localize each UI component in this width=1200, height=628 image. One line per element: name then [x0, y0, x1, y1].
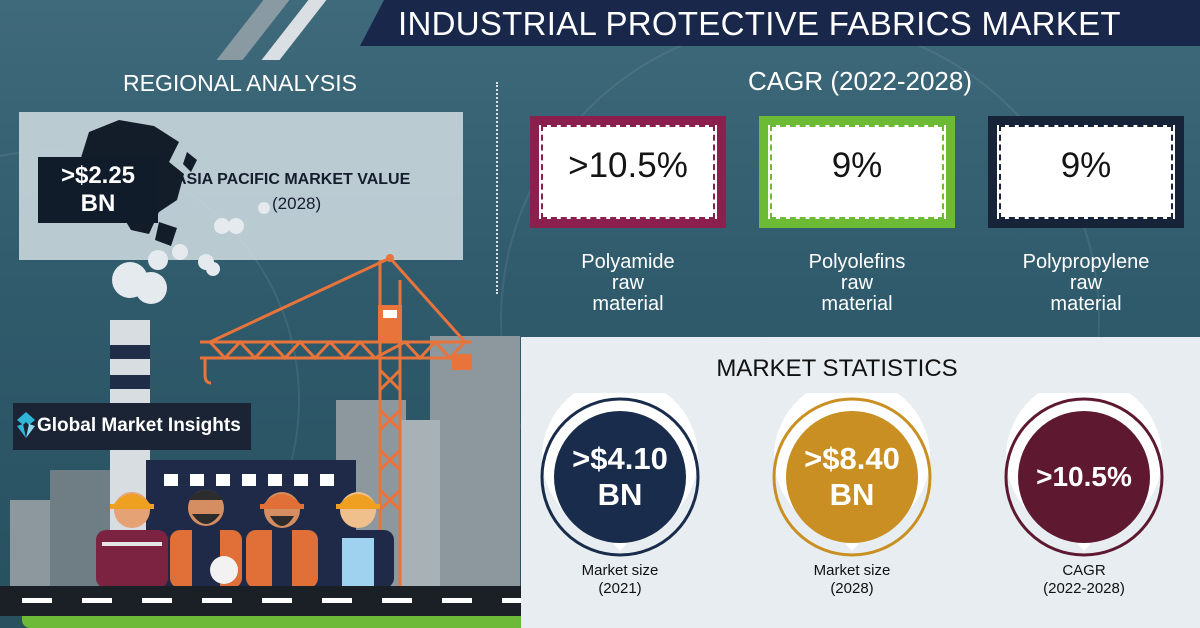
cagr-card-border [999, 125, 1173, 219]
cagr-card-polypropylene: 9% [988, 116, 1184, 228]
logo-icon [17, 412, 35, 438]
stat-value: >$4.10 [572, 441, 668, 476]
stat-caption: Market size [581, 562, 659, 579]
logo-text: Global Market Insights [37, 415, 241, 436]
cagr-card-polyolefins: 9% [759, 116, 955, 228]
stat-value-2028: >$8.40 BN [772, 441, 932, 513]
factory-window [294, 474, 308, 486]
cagr-label-polypropylene: Polypropylene raw material [988, 252, 1184, 315]
stat-value-unit: BN [597, 477, 643, 512]
cagr-card-polyamide: >10.5% [530, 116, 726, 228]
cagr-heading: CAGR (2022-2028) [748, 66, 972, 96]
stat-caption: Market size [813, 562, 891, 579]
stat-pin-2021 [540, 393, 700, 557]
road-lane-marking [262, 598, 292, 603]
stat-pin-2028 [772, 393, 932, 557]
smoke-puff [148, 250, 168, 270]
cagr-label-line: raw [1069, 272, 1103, 294]
road-lane-marking [502, 598, 532, 603]
smoke-puff [228, 218, 244, 234]
stat-value: >10.5% [1036, 461, 1132, 492]
road-lane-marking [22, 598, 52, 603]
road-lane-marking [322, 598, 352, 603]
road-lane-marking [382, 598, 412, 603]
smoke-puff [258, 202, 270, 214]
stat-value: >$8.40 [804, 441, 900, 476]
logo-box [13, 403, 251, 450]
region-label: ASIA PACIFIC MARKET VALUE [175, 171, 411, 188]
cagr-card-border [541, 125, 715, 219]
cagr-label-line: raw [611, 272, 645, 294]
chimney-band [110, 375, 150, 389]
smoke-puff [206, 262, 220, 276]
road-lane-marking [202, 598, 232, 603]
building [10, 500, 50, 590]
smoke-puff [172, 244, 188, 260]
cagr-label-polyolefins: Polyolefins raw material [759, 252, 955, 315]
cagr-label-line: material [1050, 293, 1122, 315]
cagr-value: 9% [1060, 146, 1112, 185]
worker-figure [96, 492, 168, 588]
chimney-band [110, 345, 150, 359]
smoke-puff [135, 272, 167, 304]
cagr-card-border [770, 125, 944, 219]
regional-heading: REGIONAL ANALYSIS [123, 70, 357, 96]
factory-window [320, 474, 334, 486]
factory-window [164, 474, 178, 486]
worker-figure [170, 490, 242, 588]
stat-pin-cagr [1004, 393, 1164, 557]
stat-caption-year: (2021) [598, 580, 642, 597]
stat-caption-2021: Market size (2021) [540, 562, 700, 598]
cagr-label-line: material [592, 293, 664, 315]
stat-caption-2028: Market size (2028) [772, 562, 932, 598]
cagr-label-line: material [821, 293, 893, 315]
factory-window [242, 474, 256, 486]
road-lane-marking [142, 598, 172, 603]
crane-icon [200, 254, 472, 590]
cagr-value: 9% [831, 146, 883, 185]
stat-caption: CAGR [1062, 562, 1106, 579]
road-lane-marking [442, 598, 472, 603]
region-value-unit: BN [80, 190, 116, 217]
building [430, 336, 520, 590]
region-year: (2028) [272, 194, 322, 213]
cagr-label-polyamide: Polyamide raw material [530, 252, 726, 315]
worker-figure [322, 492, 394, 588]
stat-caption-cagr: CAGR (2022-2028) [1004, 562, 1164, 598]
region-value-badge: >$2.25 BN [38, 157, 158, 223]
stat-value-cagr: >10.5% [1004, 459, 1164, 495]
cagr-value: >10.5% [568, 146, 688, 185]
road-lane-marking [82, 598, 112, 603]
factory-window [216, 474, 230, 486]
grass-strip [22, 616, 534, 628]
worker-figure [246, 492, 318, 588]
region-value: >$2.25 [60, 162, 136, 189]
stat-caption-year: (2022-2028) [1043, 580, 1125, 597]
cagr-label-line: raw [840, 272, 874, 294]
factory-window [268, 474, 282, 486]
cagr-label-line: Polyamide [581, 251, 675, 273]
smoke-puff [214, 218, 230, 234]
cagr-label-line: Polypropylene [1022, 251, 1150, 273]
market-statistics-heading: MARKET STATISTICS [716, 355, 958, 382]
title-banner [360, 0, 1200, 46]
stat-caption-year: (2028) [830, 580, 874, 597]
building [400, 420, 440, 590]
factory-window [190, 474, 204, 486]
page-title: INDUSTRIAL PROTECTIVE FABRICS MARKET [398, 5, 1121, 42]
stat-value-unit: BN [829, 477, 875, 512]
section-divider [496, 82, 498, 294]
stat-value-2021: >$4.10 BN [540, 441, 700, 513]
cagr-label-line: Polyolefins [808, 251, 906, 273]
